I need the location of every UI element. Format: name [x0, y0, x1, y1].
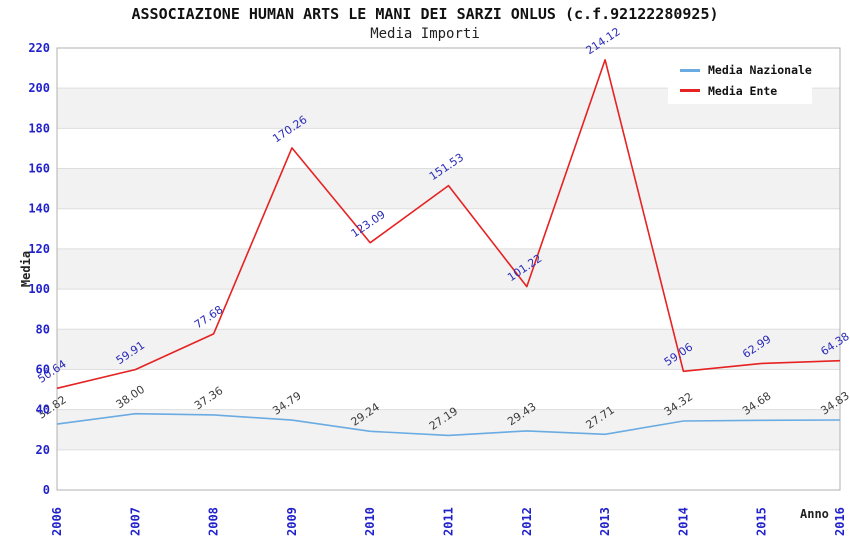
legend-item-media-nazionale: Media Nazionale: [680, 63, 812, 77]
legend: Media Nazionale Media Ente: [668, 57, 812, 104]
x-tick-label: 2009: [285, 507, 299, 536]
y-tick-label: 100: [28, 282, 50, 296]
x-tick-labels: 2006 2007 2008 2009 2010 2011 2012 2013 2014 2015…: [50, 507, 847, 536]
band: [57, 329, 840, 370]
series-line-media-ente: [56, 58, 841, 390]
y-tick-label: 40: [36, 403, 50, 417]
x-tick-label: 2011: [442, 507, 456, 536]
x-tick-label: 2016: [833, 507, 847, 536]
y-tick-label: 140: [28, 202, 50, 216]
band: [57, 128, 840, 169]
legend-item-media-ente: Media Ente: [680, 84, 812, 98]
band: [57, 449, 840, 490]
band: [57, 168, 840, 209]
y-tick-label: 200: [28, 81, 50, 95]
legend-label-media-nazionale: Media Nazionale: [708, 63, 812, 78]
y-tick-label: 80: [36, 322, 50, 336]
y-tick-label: 20: [36, 443, 50, 457]
legend-swatch-media-ente: [680, 89, 700, 93]
x-tick-label: 2015: [755, 507, 769, 536]
band: [57, 409, 840, 450]
y-tick-label: 0: [43, 483, 50, 497]
y-tick-label: 60: [36, 362, 50, 376]
y-tick-label: 160: [28, 162, 50, 176]
legend-swatch-media-nazionale: [680, 68, 700, 72]
x-tick-label: 2012: [520, 507, 534, 536]
chart-title: ASSOCIAZIONE HUMAN ARTS LE MANI DEI SARZ…: [131, 5, 719, 23]
chart-subtitle: Media Importi: [370, 26, 480, 42]
background-bands: [57, 48, 840, 490]
y-tick-label: 220: [28, 41, 50, 55]
x-tick-label: 2007: [128, 507, 142, 536]
band: [57, 208, 840, 249]
band: [57, 289, 840, 330]
series-line-media-nazionale: [56, 412, 841, 437]
y-tick-label: 180: [28, 121, 50, 135]
x-tick-label: 2010: [363, 507, 377, 536]
x-tick-label: 2008: [207, 507, 221, 536]
plot-border: [56, 47, 841, 491]
y-tick-label: 120: [28, 242, 50, 256]
x-tick-label: 2006: [50, 507, 64, 536]
band: [57, 248, 840, 290]
legend-label-media-ente: Media Ente: [708, 83, 778, 98]
x-tick-label: 2014: [676, 507, 690, 536]
y-tick-labels: 0 20 40 60 80 100 120 140 160 180 200 220: [28, 41, 50, 497]
y-axis-title: Media: [19, 250, 33, 288]
x-axis-title: Anno: [800, 507, 829, 521]
x-tick-label: 2013: [598, 507, 612, 536]
band: [57, 369, 840, 410]
